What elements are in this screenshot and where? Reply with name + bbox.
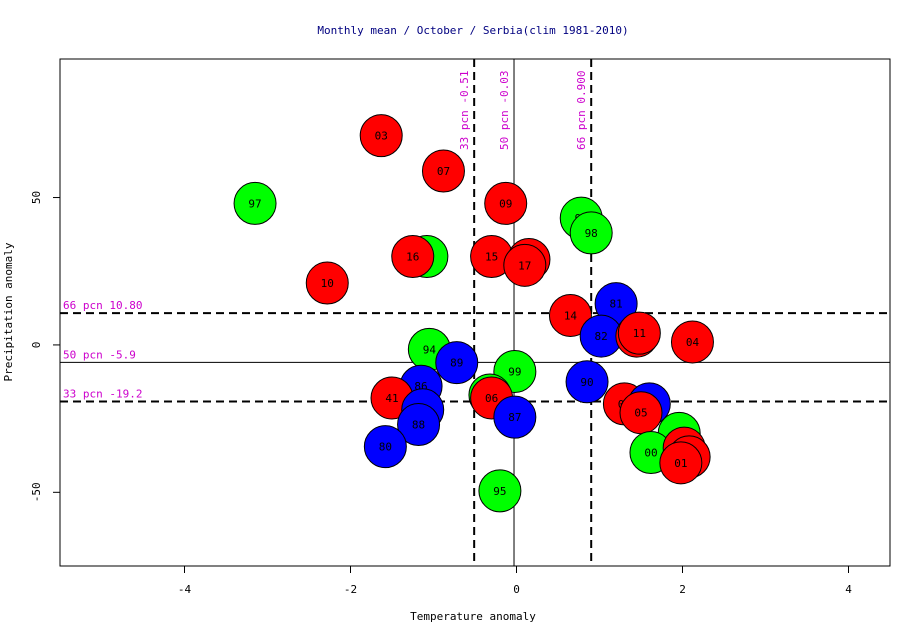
y-tick-label: 50 xyxy=(30,191,43,204)
x-axis: -4 -2 0 2 4 xyxy=(178,565,852,596)
data-point-label: 07 xyxy=(437,165,450,178)
chart-title: Monthly mean / October / Serbia(clim 198… xyxy=(317,24,628,37)
data-point-marker xyxy=(397,403,441,447)
data-point-label: 99 xyxy=(508,365,521,378)
x-axis-label: Temperature anomaly xyxy=(410,610,536,623)
data-point: 16 xyxy=(391,234,435,278)
y-axis: -50 0 50 xyxy=(30,191,60,502)
data-point: 07 xyxy=(421,149,465,193)
data-point-label: 95 xyxy=(493,485,506,498)
data-point: 82 xyxy=(579,314,623,358)
x-tick-label: 0 xyxy=(513,583,520,596)
data-point-label: 03 xyxy=(375,130,388,143)
data-point-marker xyxy=(548,293,592,337)
data-point-marker xyxy=(421,149,465,193)
horizontal-reference-label: 50 pcn -5.9 xyxy=(63,348,136,361)
data-point-label: 09 xyxy=(499,197,512,210)
horizontal-reference-label: 66 pcn 10.80 xyxy=(63,299,142,312)
data-point: 09 xyxy=(484,181,528,225)
data-point: 88 xyxy=(397,403,441,447)
data-point: 80 xyxy=(363,425,407,469)
data-point: 10 xyxy=(305,261,349,305)
data-point: 03 xyxy=(359,114,403,158)
data-point: 11 xyxy=(617,311,661,355)
data-point-marker xyxy=(359,114,403,158)
data-point: 14 xyxy=(548,293,592,337)
data-point-marker xyxy=(305,261,349,305)
data-point-label: 00 xyxy=(644,447,657,460)
data-point: 97 xyxy=(233,181,277,225)
y-tick-label: -50 xyxy=(30,482,43,502)
data-point: 98 xyxy=(569,211,613,255)
plot-area: 9703071091160915021792988114821211049489… xyxy=(59,58,891,567)
data-point-label: 87 xyxy=(508,411,521,424)
data-point-label: 80 xyxy=(379,441,392,454)
x-tick-label: 4 xyxy=(845,583,852,596)
data-point-label: 16 xyxy=(406,250,419,263)
data-point-marker xyxy=(569,211,613,255)
data-point: 01 xyxy=(659,441,703,485)
data-point-label: 11 xyxy=(633,327,646,340)
data-point-label: 04 xyxy=(686,336,700,349)
data-point-label: 05 xyxy=(634,407,647,420)
data-point: 05 xyxy=(619,391,663,435)
data-point-label: 88 xyxy=(412,419,425,432)
data-point-marker xyxy=(233,181,277,225)
reference-labels: 33 pcn -0.51 50 pcn -0.03 66 pcn 0.900 66 p… xyxy=(63,71,588,401)
data-point-marker xyxy=(565,360,609,404)
data-point-label: 82 xyxy=(595,330,608,343)
data-point-label: 10 xyxy=(321,277,334,290)
data-point-label: 90 xyxy=(580,376,593,389)
data-point-label: 06 xyxy=(485,392,498,405)
data-point-label: 94 xyxy=(423,343,437,356)
vertical-reference-label: 50 pcn -0.03 xyxy=(498,71,511,150)
data-point: 17 xyxy=(503,243,547,287)
data-point-marker xyxy=(484,181,528,225)
data-point: 90 xyxy=(565,360,609,404)
x-tick-label: 2 xyxy=(679,583,686,596)
vertical-reference-label: 33 pcn -0.51 xyxy=(458,71,471,150)
data-point-label: 01 xyxy=(674,457,687,470)
y-tick-label: 0 xyxy=(30,342,43,349)
x-tick-label: -4 xyxy=(178,583,192,596)
data-point: 04 xyxy=(670,320,714,364)
data-point-marker xyxy=(503,243,547,287)
data-points: 9703071091160915021792988114821211049489… xyxy=(233,114,714,513)
x-tick-label: -2 xyxy=(344,583,357,596)
data-point-marker xyxy=(435,341,479,385)
data-point-label: 81 xyxy=(609,298,622,311)
data-point-marker xyxy=(670,320,714,364)
vertical-reference-label: 66 pcn 0.900 xyxy=(575,71,588,150)
horizontal-reference-label: 33 pcn -19.2 xyxy=(63,388,142,401)
data-point: 89 xyxy=(435,341,479,385)
data-point: 95 xyxy=(478,469,522,513)
data-point-label: 89 xyxy=(450,357,463,370)
data-point: 87 xyxy=(493,395,537,439)
data-point-marker xyxy=(363,425,407,469)
data-point-label: 15 xyxy=(485,250,498,263)
data-point-marker xyxy=(493,395,537,439)
data-point-marker xyxy=(659,441,703,485)
data-point-marker xyxy=(478,469,522,513)
data-point-marker xyxy=(617,311,661,355)
data-point-label: 41 xyxy=(385,392,398,405)
data-point-label: 17 xyxy=(518,259,531,272)
data-point-label: 14 xyxy=(564,309,578,322)
data-point-label: 97 xyxy=(248,197,261,210)
data-point-marker xyxy=(391,234,435,278)
data-point-label: 98 xyxy=(585,227,598,240)
y-axis-label: Precipitation anomaly xyxy=(2,242,15,381)
reference-lines xyxy=(60,59,890,566)
